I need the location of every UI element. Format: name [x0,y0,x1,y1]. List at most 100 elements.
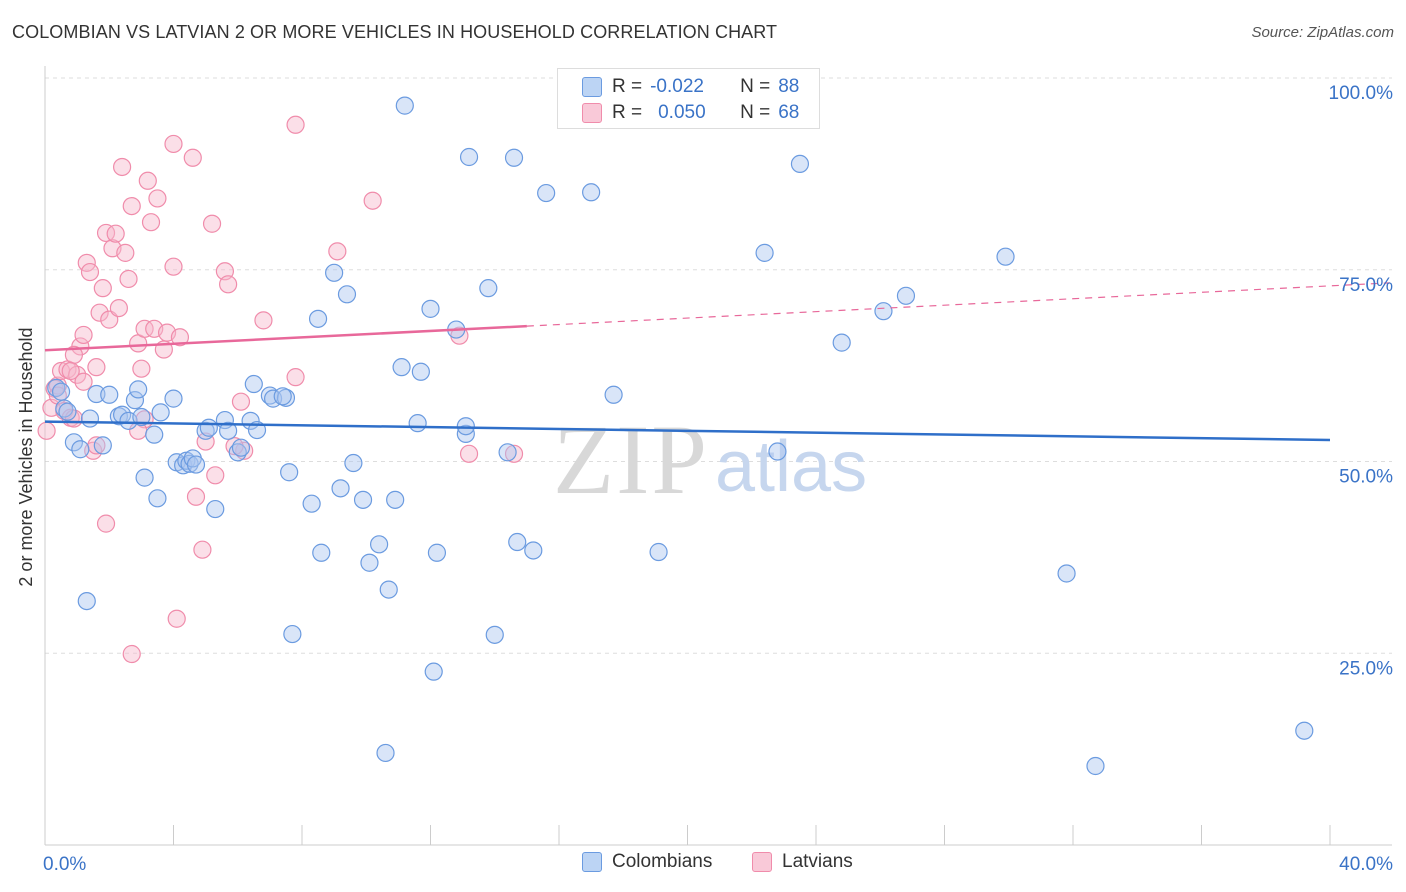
colombians-point [604,385,623,404]
colombians-point [344,453,363,473]
latvians-point [122,644,141,664]
watermark: ZIP atlas [553,404,867,515]
colombians-point [392,358,411,377]
colombians-point [132,407,151,427]
colombians-point [302,494,321,513]
latvians-point [206,466,225,485]
colombians-point [331,479,350,498]
latvians-point [459,444,479,463]
latvians-point [286,368,305,387]
legend-label-latvians: Latvians [782,851,853,872]
latvians-point [286,115,305,134]
latvians-point [504,444,524,463]
latvians-point [122,196,141,216]
colombians-point [260,386,279,405]
colombians-point [100,385,119,404]
latvians-point [135,319,154,338]
latvians-point [119,269,138,289]
colombians-point [360,553,379,572]
colombians-point [498,443,517,462]
latvians-point [74,325,93,345]
legend-item-colombians[interactable]: Colombians [582,851,712,873]
colombians-point [386,490,405,509]
colombians-point [308,309,328,328]
latvians-points [37,115,524,664]
latvians-point [363,191,382,210]
latvians-trend-line [44,324,527,352]
stat-n-label: N = [740,102,771,123]
latvians-point [96,223,116,243]
latvians-point [183,148,202,167]
colombians-point [312,543,331,562]
chart-title: COLOMBIAN VS LATVIAN 2 OR MORE VEHICLES … [12,22,778,42]
stat-r-value: 0.050 [658,102,706,123]
colombians-points [47,96,1314,776]
colombians-point [411,362,430,381]
stat-swatch-latvians [582,103,602,123]
colombians-point [874,302,893,321]
colombians-point [219,421,238,440]
colombians-point [755,243,774,262]
latvians-point [170,328,190,347]
stat-row-latvians: R = 0.050 N = 68 [582,100,799,126]
axes [44,66,1392,846]
colombians-point [408,414,427,433]
y-tick-label: 100.0% [1329,83,1394,104]
colombians-point [199,418,218,437]
y-axis-label: 2 or more Vehicles in Household [16,327,36,586]
latvians-point [61,361,80,381]
colombians-point [508,532,527,552]
colombians-point [504,148,524,167]
latvians-point [141,213,161,232]
latvians-point [202,214,222,233]
source-label: Source: ZipAtlas.com [1251,24,1394,41]
correlation-stats-box: R = -0.022 N = 88 R = 0.050 N = 68 [557,68,820,129]
latvians-point [196,432,215,451]
colombians-point [58,402,77,421]
colombians-point [148,489,167,508]
colombians-point [424,662,443,681]
colombians-point [283,624,302,644]
colombians-point [479,279,498,298]
colombians-point [1057,564,1076,583]
latvians-point [116,243,135,262]
colombians-point [896,286,916,305]
stat-n-value: 88 [778,76,800,97]
grid-lines [45,77,1392,654]
watermark-atlas: atlas [715,427,867,507]
y-tick-label: 25.0% [1339,658,1393,679]
colombians-point [129,380,148,399]
latvians-point [109,299,128,318]
latvians-point [87,358,106,377]
colombians-point [71,440,90,459]
latvians-point [235,441,254,460]
colombians-point [180,454,199,473]
colombians-trend-line [44,420,1331,442]
colombians-point [145,425,164,444]
legend-label-colombians: Colombians [612,851,713,872]
colombians-point [427,543,447,562]
latvians-point [148,189,167,208]
legend-swatch-colombians [582,852,602,872]
colombians-point [353,490,373,509]
x-tick-label: 40.0% [1339,854,1393,875]
colombians-point [456,417,475,436]
stat-r-value: -0.022 [650,76,704,97]
watermark-zip: ZIP [553,404,709,515]
latvians-point [164,134,183,154]
colombians-point [280,463,299,482]
colombians-point [206,499,225,519]
stat-n-label: N = [740,76,771,97]
colombians-point [186,455,206,474]
colombians-point [231,438,251,457]
stat-row-colombians: R = -0.022 N = 88 [582,74,799,100]
colombians-point [582,183,601,202]
latvians-point [328,242,347,261]
colombians-point [164,389,183,408]
latvians-point [112,157,132,177]
legend-item-latvians[interactable]: Latvians [752,851,853,873]
colombians-point [376,743,395,763]
bottom-legend: Colombians Latvians [0,851,1406,877]
latvians-point [186,487,206,506]
